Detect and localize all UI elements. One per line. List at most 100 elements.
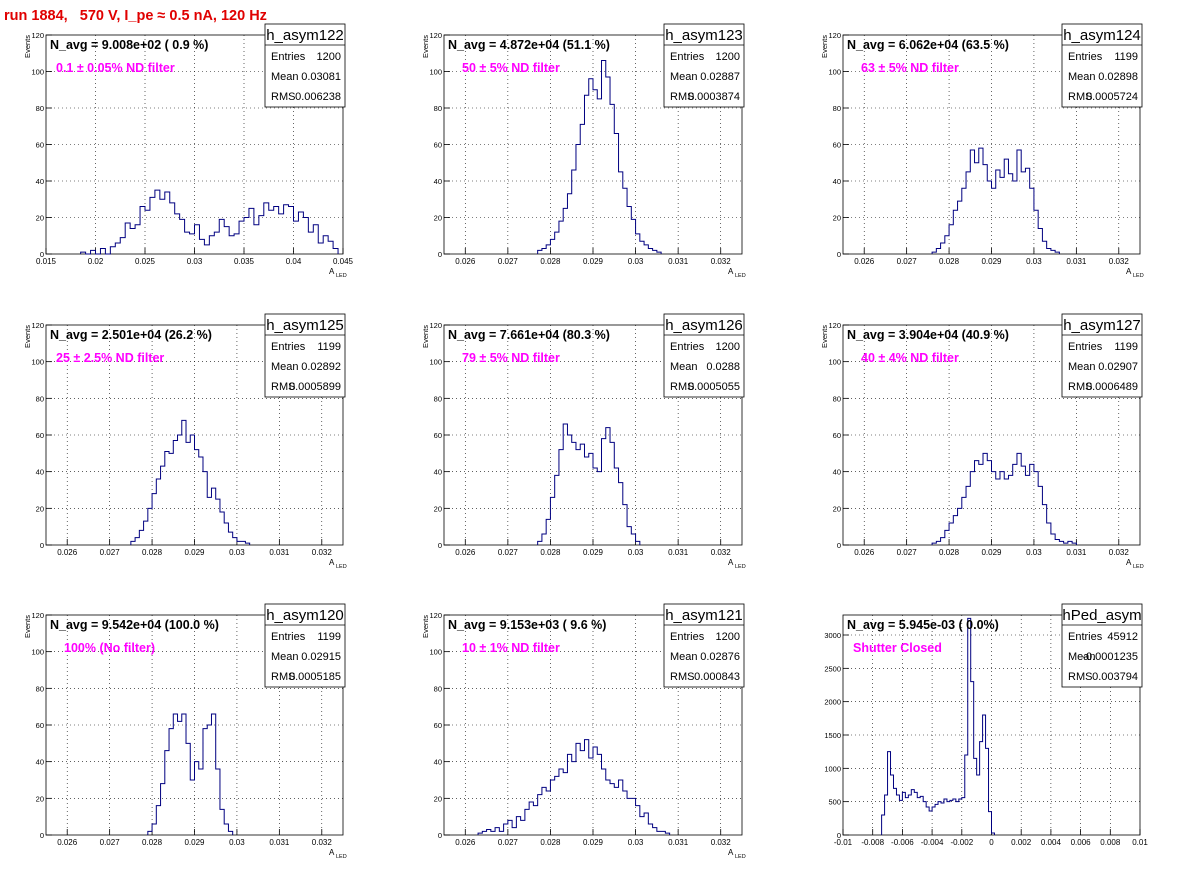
x-tick-label: 0.028: [540, 838, 561, 847]
histogram-bin: [1068, 541, 1072, 545]
histogram-bin: [917, 798, 920, 835]
histogram-bin: [1000, 472, 1004, 545]
y-tick-label: 20: [36, 214, 44, 223]
histogram-bin: [602, 61, 606, 254]
y-tick-label: 20: [833, 504, 841, 513]
stats-label: Entries: [271, 51, 306, 63]
histogram-bin: [100, 249, 105, 254]
y-tick-label: 120: [429, 321, 442, 330]
y-tick-label: 0: [40, 831, 44, 840]
histogram-bin: [559, 450, 563, 545]
y-tick-label: 120: [31, 321, 44, 330]
y-tick-label: 80: [36, 104, 44, 113]
y-axis-title: Events: [23, 35, 32, 58]
histogram-bin: [623, 188, 627, 254]
x-tick-label: 0.03: [229, 838, 245, 847]
stats-box: [663, 603, 745, 688]
histogram-bin: [538, 541, 542, 545]
histogram-bin: [614, 787, 618, 835]
histogram-bin: [1021, 466, 1025, 545]
histogram-name: h_asym125: [266, 317, 344, 334]
x-tick-label: 0.03: [1026, 257, 1042, 266]
histogram-bin: [521, 820, 525, 835]
histogram-bin: [1051, 534, 1055, 545]
histogram-bin: [185, 232, 190, 254]
histogram-bin: [550, 239, 554, 254]
histogram-bin: [614, 134, 618, 254]
histogram-bin: [298, 212, 303, 254]
histogram-bin: [563, 208, 567, 254]
histogram-bin: [207, 725, 211, 835]
histogram-bin: [589, 453, 593, 545]
histogram-bin: [165, 452, 169, 546]
histogram-panel-h_asym127: 0.026 0.027 0.028 0.029 0.03 0.031 0.032 0 20 40 6…: [820, 313, 1144, 570]
stats-value: 0.02887: [700, 71, 740, 83]
histogram-bin: [949, 225, 953, 254]
histogram-bins: [478, 740, 670, 835]
x-tick-label: 0.027: [498, 838, 519, 847]
y-tick-label: 60: [434, 141, 442, 150]
x-tick-label: 0.031: [269, 548, 290, 557]
histogram-bin: [199, 239, 204, 254]
histogram-name: h_asym121: [665, 607, 743, 624]
navg-label: N_avg = 4.872e+04 (51.1 %): [448, 38, 610, 52]
histogram-bin: [953, 516, 957, 545]
y-tick-label: 40: [434, 758, 442, 767]
histogram-bin: [546, 791, 550, 835]
x-axis-title: A: [728, 558, 734, 567]
stats-label: Entries: [670, 51, 705, 63]
x-tick-label: 0.026: [57, 548, 78, 557]
histogram-bin: [929, 811, 932, 835]
x-tick-label: -0.006: [891, 838, 914, 847]
histogram-bin: [979, 148, 983, 254]
histogram-bin: [139, 530, 143, 545]
histogram-bin: [152, 494, 156, 545]
stats-value: 45912: [1107, 631, 1138, 643]
histogram-bin: [970, 150, 974, 254]
histogram-bin: [958, 201, 962, 254]
histogram-bin: [169, 453, 173, 545]
y-tick-label: 40: [36, 468, 44, 477]
histogram-bin: [555, 776, 559, 835]
x-tick-label: 0.032: [1109, 257, 1130, 266]
histogram-outline: [130, 419, 251, 545]
histogram-bin: [597, 99, 601, 254]
y-tick-label: 80: [434, 394, 442, 403]
histogram-bin: [941, 538, 945, 545]
y-tick-label: 20: [36, 794, 44, 803]
histogram-bin: [294, 221, 299, 254]
y-tick-label: 100: [31, 68, 44, 77]
y-tick-label: 60: [36, 141, 44, 150]
histogram-bin: [504, 824, 508, 835]
histogram-bin: [983, 165, 987, 254]
stats-value: 1199: [1114, 51, 1138, 63]
histogram-bin: [318, 243, 323, 254]
x-axis-title: A: [329, 558, 335, 567]
histogram-bins: [932, 453, 1076, 545]
histogram-bin: [529, 802, 533, 835]
histogram-name: h_asym126: [665, 317, 743, 334]
histogram-bin: [593, 468, 597, 545]
histogram-bin: [563, 773, 567, 835]
histogram-bin: [1034, 210, 1038, 254]
histogram-bin: [576, 743, 580, 835]
y-tick-label: 0: [837, 831, 841, 840]
histogram-bin: [1017, 150, 1021, 254]
histogram-bin: [150, 197, 155, 254]
y-tick-label: 60: [833, 431, 841, 440]
histogram-bin: [1030, 464, 1034, 545]
x-tick-label: 0.015: [36, 257, 57, 266]
histogram-bin: [992, 188, 996, 254]
page-title: run 1884, 570 V, I_pe ≈ 0.5 nA, 120 Hz: [4, 8, 267, 24]
histogram-bin: [966, 486, 970, 545]
histogram-bin: [648, 824, 652, 835]
histogram-name: h_asym120: [266, 607, 344, 624]
histogram-bin: [640, 817, 644, 835]
histogram-outline: [537, 423, 641, 545]
histogram-bin: [148, 831, 152, 835]
stats-label: Mean: [670, 651, 698, 663]
histogram-outline: [881, 617, 995, 835]
y-tick-label: 3000: [824, 631, 841, 640]
y-tick-label: 60: [434, 721, 442, 730]
histogram-bin: [555, 475, 559, 545]
